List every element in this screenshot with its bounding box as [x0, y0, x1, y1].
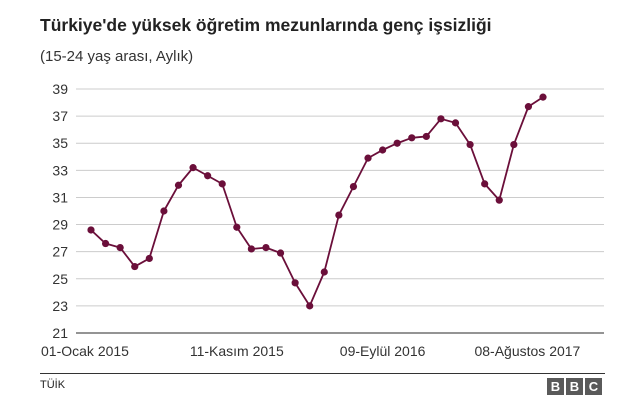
data-point — [291, 279, 299, 287]
data-point — [116, 244, 124, 252]
bbc-logo-letter-3: C — [585, 378, 602, 395]
data-point — [422, 132, 430, 141]
data-point — [247, 245, 255, 253]
bbc-logo: B B C — [547, 378, 602, 395]
y-tick-label: 31 — [52, 189, 68, 205]
data-point — [349, 183, 358, 191]
y-tick-label: 21 — [52, 325, 68, 341]
data-point — [204, 172, 212, 180]
bbc-logo-letter-1: B — [547, 378, 564, 395]
data-point — [335, 211, 343, 219]
data-point — [160, 207, 168, 215]
data-point — [87, 226, 95, 234]
chart-title: Türkiye'de yüksek öğretim mezunlarında g… — [40, 15, 492, 35]
series-line — [90, 96, 544, 307]
x-tick-label: 09-Eylül 2016 — [340, 343, 426, 359]
footer-divider — [40, 373, 605, 374]
y-tick-label: 39 — [52, 81, 68, 97]
y-tick-label: 25 — [52, 271, 68, 287]
y-tick-label: 37 — [52, 108, 68, 124]
data-point — [437, 115, 445, 123]
data-point — [379, 146, 387, 154]
data-point — [233, 223, 241, 231]
data-point — [524, 103, 533, 111]
x-axis-ticks: 01-Ocak 2015 11-Kasım 2015 09-Eylül 2016 08… — [41, 343, 581, 359]
y-tick-label: 35 — [52, 135, 68, 151]
source-label: TÜİK — [40, 379, 66, 391]
data-point — [218, 180, 226, 188]
y-tick-label: 27 — [52, 244, 68, 260]
y-axis-ticks: 21 23 25 27 29 31 33 35 37 39 — [52, 81, 68, 341]
data-point — [145, 254, 153, 263]
y-tick-label: 29 — [52, 217, 68, 233]
x-tick-label: 11-Kasım 2015 — [190, 343, 284, 359]
data-point — [408, 134, 416, 142]
data-point — [481, 180, 489, 188]
data-point — [510, 140, 518, 149]
data-point — [262, 244, 270, 252]
y-tick-label: 23 — [52, 298, 68, 314]
bbc-logo-letter-2: B — [566, 378, 583, 395]
data-point — [495, 196, 503, 204]
x-tick-label: 08-Ağustos 2017 — [474, 343, 580, 359]
data-point — [451, 119, 460, 127]
data-point — [466, 140, 474, 149]
data-point — [320, 268, 328, 276]
y-tick-label: 33 — [52, 162, 68, 178]
data-point — [364, 154, 372, 162]
data-point — [539, 93, 547, 101]
data-series — [87, 93, 547, 310]
data-point — [189, 164, 197, 172]
chart-subtitle: (15-24 yaş arası, Aylık) — [40, 48, 194, 65]
data-point — [393, 139, 401, 147]
data-point — [276, 249, 285, 257]
data-point — [306, 302, 314, 310]
data-point — [174, 181, 183, 189]
data-point — [101, 239, 110, 248]
data-point — [131, 262, 139, 271]
x-tick-label: 01-Ocak 2015 — [41, 343, 129, 359]
